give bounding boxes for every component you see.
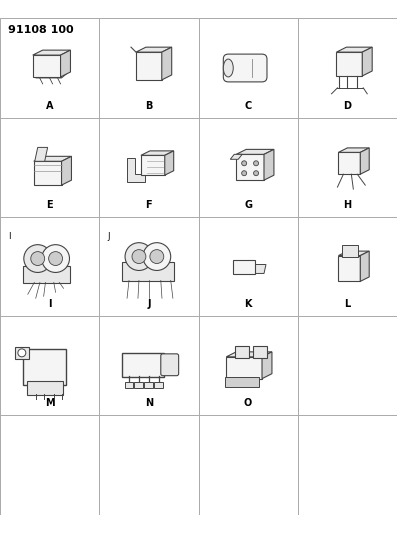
FancyBboxPatch shape [342,245,358,256]
Circle shape [125,243,153,270]
Text: G: G [244,200,252,210]
Polygon shape [360,148,369,174]
Text: J: J [107,232,110,241]
Polygon shape [62,156,71,185]
Text: F: F [146,200,152,210]
FancyBboxPatch shape [23,265,71,284]
Polygon shape [34,161,62,185]
Text: 91108 100: 91108 100 [8,26,73,35]
Polygon shape [33,55,60,77]
FancyBboxPatch shape [122,353,164,377]
Text: I: I [48,299,51,309]
Text: E: E [46,200,53,210]
FancyBboxPatch shape [15,347,29,359]
Polygon shape [262,352,272,378]
Polygon shape [337,52,362,76]
Polygon shape [264,149,274,180]
FancyBboxPatch shape [122,262,174,281]
Polygon shape [337,47,372,52]
FancyBboxPatch shape [223,54,267,82]
Text: I: I [8,232,10,241]
Polygon shape [360,251,369,281]
Text: K: K [245,299,252,309]
FancyBboxPatch shape [225,377,259,386]
Text: N: N [145,399,153,408]
Polygon shape [254,264,266,273]
Polygon shape [226,357,262,378]
Circle shape [49,252,63,265]
Circle shape [31,252,44,265]
Polygon shape [162,47,172,80]
Polygon shape [236,149,274,155]
Polygon shape [338,251,369,256]
Polygon shape [34,156,71,161]
Polygon shape [236,155,264,180]
Circle shape [254,171,258,176]
Polygon shape [127,158,145,182]
FancyBboxPatch shape [145,382,153,388]
FancyBboxPatch shape [253,346,267,358]
FancyBboxPatch shape [135,382,143,388]
Polygon shape [338,148,369,152]
FancyBboxPatch shape [161,354,179,376]
Polygon shape [33,50,71,55]
Polygon shape [165,151,174,175]
FancyBboxPatch shape [23,349,66,385]
Ellipse shape [223,59,233,77]
Circle shape [242,161,247,166]
Circle shape [42,245,69,272]
Circle shape [242,171,247,176]
FancyBboxPatch shape [27,381,63,394]
FancyBboxPatch shape [154,382,163,388]
Polygon shape [141,151,174,155]
Polygon shape [60,50,71,77]
Text: J: J [147,299,150,309]
Polygon shape [141,155,165,175]
Polygon shape [338,152,360,174]
FancyBboxPatch shape [125,382,133,388]
Polygon shape [226,352,272,357]
Text: H: H [343,200,351,210]
Text: L: L [344,299,351,309]
FancyBboxPatch shape [233,260,255,274]
FancyBboxPatch shape [235,346,249,358]
Circle shape [132,249,146,263]
Polygon shape [35,148,48,161]
Circle shape [18,349,26,357]
Circle shape [24,245,52,272]
Text: D: D [343,101,351,111]
Text: C: C [245,101,252,111]
Circle shape [143,243,171,270]
Polygon shape [136,47,172,52]
Text: M: M [45,399,54,408]
Text: A: A [46,101,53,111]
Text: B: B [145,101,152,111]
Circle shape [150,249,164,263]
Polygon shape [338,256,360,281]
Polygon shape [36,73,67,78]
Text: O: O [244,399,252,408]
Polygon shape [362,47,372,76]
Circle shape [254,161,258,166]
Polygon shape [136,52,162,80]
Polygon shape [230,155,242,159]
